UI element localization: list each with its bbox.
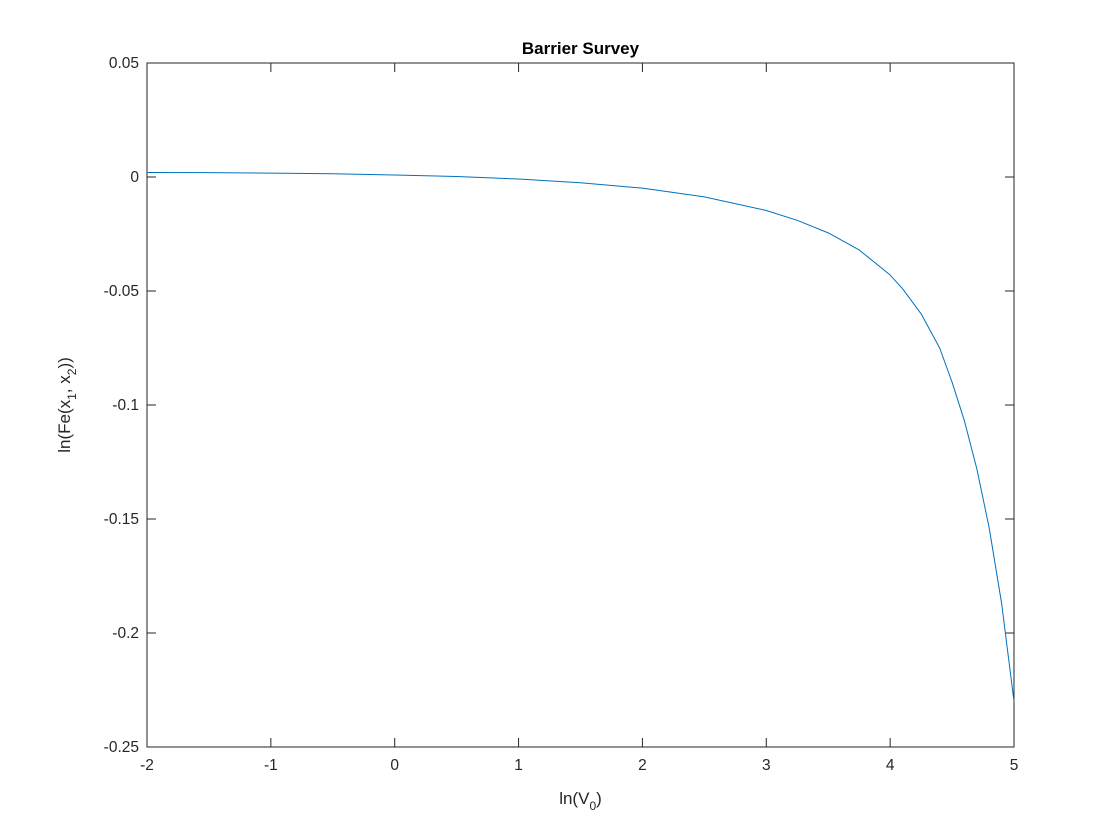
x-tick-label: 4 (886, 757, 895, 774)
x-axis-label-tail: ) (596, 789, 602, 808)
plot-area (146, 62, 1015, 748)
series-group (146, 171, 1015, 702)
y-axis-label-sub2: 2 (65, 368, 79, 375)
x-axis-label: ln(V0) (559, 789, 602, 813)
chart-title: Barrier Survey (522, 39, 640, 58)
x-axis-ticks: -2 -1 0 1 2 3 4 5 (140, 63, 1018, 774)
x-tick-label: 3 (762, 757, 771, 774)
y-axis-label-part2: , x (55, 375, 74, 393)
y-tick-label: 0 (130, 169, 139, 186)
y-tick-label: 0.05 (109, 55, 139, 72)
y-tick-label: -0.25 (104, 739, 139, 756)
y-axis-label-sub1: 1 (65, 393, 79, 400)
series-line (146, 171, 1015, 702)
y-tick-label: -0.2 (112, 625, 139, 642)
x-tick-label: 0 (390, 757, 399, 774)
y-axis-label-part3: )) (55, 357, 74, 368)
y-tick-label: -0.1 (112, 397, 139, 414)
y-axis-label-part1: ln(Fe(x (55, 399, 74, 452)
y-tick-label: -0.05 (104, 283, 139, 300)
x-tick-label: -2 (140, 757, 154, 774)
x-tick-label: 1 (514, 757, 523, 774)
x-axis-label-subscript: 0 (589, 799, 596, 813)
x-tick-label: 5 (1010, 757, 1019, 774)
x-axis-label-base: ln(V (559, 789, 590, 808)
y-axis-ticks: -0.25 -0.2 -0.15 -0.1 -0.05 0 0.05 (104, 55, 1014, 756)
x-tick-label: 2 (638, 757, 647, 774)
x-tick-label: -1 (264, 757, 278, 774)
y-axis-label: ln(Fe(x1, x2)) (55, 357, 79, 453)
y-tick-label: -0.15 (104, 511, 139, 528)
